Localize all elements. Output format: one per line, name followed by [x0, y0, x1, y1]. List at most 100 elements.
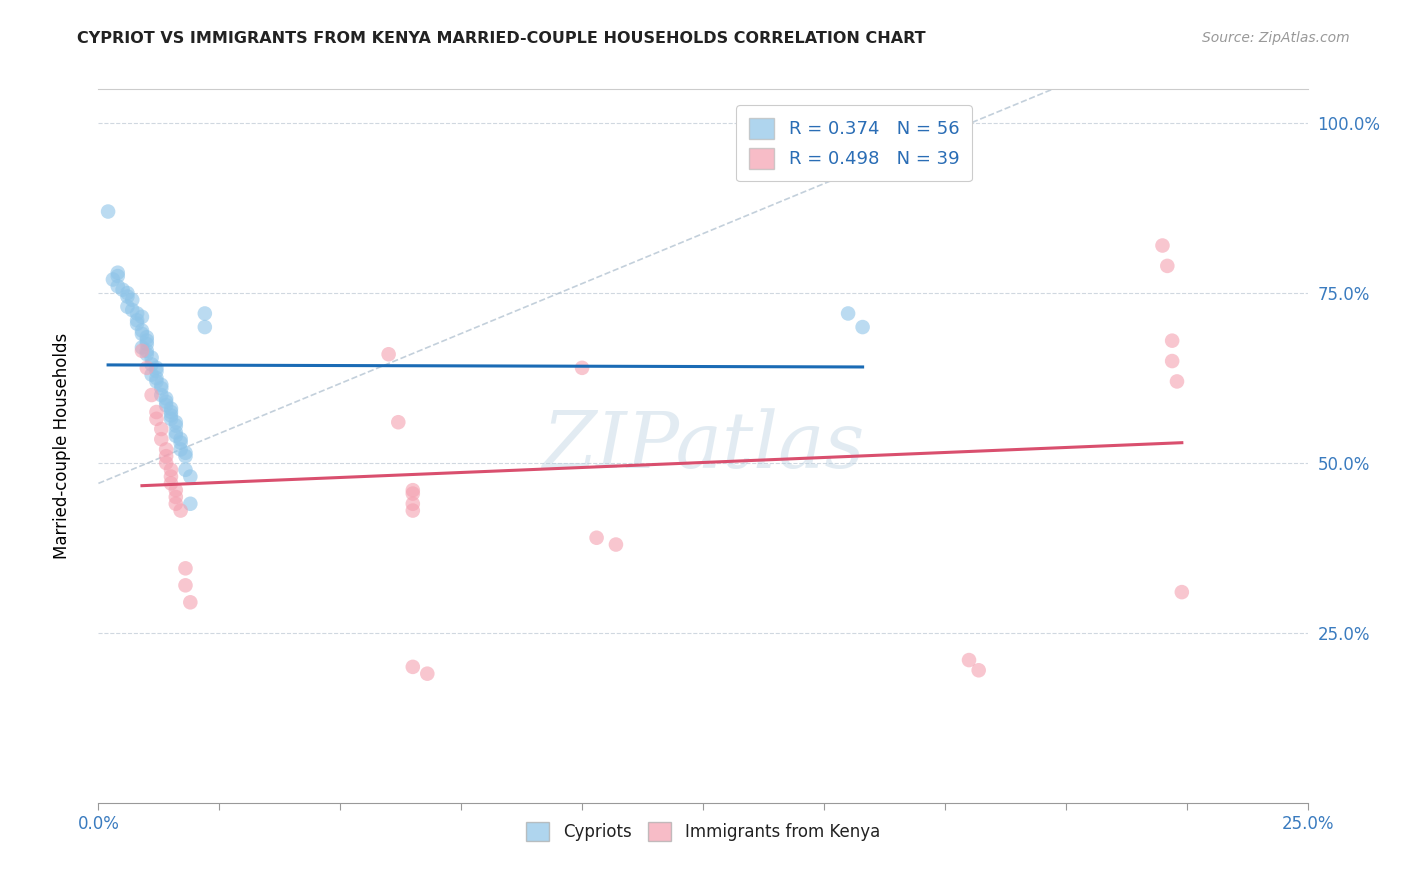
Point	[571, 360, 593, 375]
Point	[141, 351, 163, 365]
Point	[174, 446, 197, 460]
Text: CYPRIOT VS IMMIGRANTS FROM KENYA MARRIED-COUPLE HOUSEHOLDS CORRELATION CHART: CYPRIOT VS IMMIGRANTS FROM KENYA MARRIED…	[77, 31, 927, 46]
Point	[155, 456, 177, 470]
Point	[160, 409, 183, 423]
Point	[1152, 238, 1174, 252]
Point	[131, 326, 153, 341]
Point	[169, 435, 191, 450]
Point	[145, 371, 167, 385]
Point	[1161, 334, 1184, 348]
Point	[194, 320, 217, 334]
Point	[117, 286, 139, 301]
Point	[135, 330, 157, 344]
Point	[1161, 354, 1184, 368]
Point	[402, 660, 425, 674]
Point	[145, 375, 167, 389]
Point	[852, 320, 875, 334]
Point	[605, 537, 627, 551]
Point	[160, 412, 183, 426]
Point	[127, 317, 149, 331]
Point	[107, 266, 129, 280]
Point	[155, 394, 177, 409]
Point	[402, 503, 425, 517]
Point	[179, 469, 201, 483]
Point	[155, 449, 177, 463]
Point	[145, 412, 167, 426]
Point	[131, 343, 153, 358]
Point	[179, 595, 201, 609]
Point	[131, 341, 153, 355]
Point	[416, 666, 439, 681]
Point	[585, 531, 607, 545]
Point	[121, 293, 143, 307]
Legend: Cypriots, Immigrants from Kenya: Cypriots, Immigrants from Kenya	[519, 815, 887, 848]
Point	[145, 405, 167, 419]
Point	[117, 300, 139, 314]
Point	[150, 381, 173, 395]
Text: Source: ZipAtlas.com: Source: ZipAtlas.com	[1202, 31, 1350, 45]
Point	[97, 204, 120, 219]
Point	[150, 432, 173, 446]
Point	[141, 388, 163, 402]
Point	[135, 347, 157, 361]
Point	[155, 392, 177, 406]
Point	[145, 360, 167, 375]
Point	[387, 415, 409, 429]
Point	[377, 347, 399, 361]
Point	[150, 388, 173, 402]
Point	[165, 497, 187, 511]
Point	[402, 483, 425, 498]
Text: Married-couple Households: Married-couple Households	[53, 333, 72, 559]
Point	[117, 289, 139, 303]
Point	[174, 449, 197, 463]
Point	[165, 490, 187, 504]
Point	[135, 360, 157, 375]
Point	[141, 358, 163, 372]
Point	[160, 469, 183, 483]
Point	[127, 306, 149, 320]
Point	[141, 368, 163, 382]
Point	[169, 442, 191, 457]
Point	[957, 653, 980, 667]
Point	[402, 486, 425, 500]
Point	[160, 401, 183, 416]
Point	[150, 422, 173, 436]
Point	[107, 269, 129, 284]
Point	[174, 463, 197, 477]
Point	[135, 337, 157, 351]
Point	[145, 364, 167, 378]
Point	[165, 483, 187, 498]
Point	[135, 343, 157, 358]
Point	[165, 418, 187, 433]
Point	[402, 497, 425, 511]
Point	[135, 334, 157, 348]
Point	[174, 561, 197, 575]
Point	[131, 310, 153, 324]
Point	[837, 306, 859, 320]
Point	[165, 425, 187, 440]
Point	[155, 398, 177, 412]
Point	[160, 405, 183, 419]
Point	[169, 503, 191, 517]
Point	[160, 476, 183, 491]
Point	[1171, 585, 1194, 599]
Point	[121, 303, 143, 318]
Text: ZIPatlas: ZIPatlas	[541, 408, 865, 484]
Point	[131, 323, 153, 337]
Point	[160, 463, 183, 477]
Point	[1166, 375, 1188, 389]
Point	[174, 578, 197, 592]
Point	[111, 283, 134, 297]
Point	[155, 442, 177, 457]
Point	[107, 279, 129, 293]
Point	[150, 377, 173, 392]
Point	[101, 272, 124, 286]
Point	[165, 415, 187, 429]
Point	[165, 429, 187, 443]
Point	[194, 306, 217, 320]
Point	[179, 497, 201, 511]
Point	[967, 663, 990, 677]
Point	[169, 432, 191, 446]
Point	[127, 313, 149, 327]
Point	[1156, 259, 1178, 273]
